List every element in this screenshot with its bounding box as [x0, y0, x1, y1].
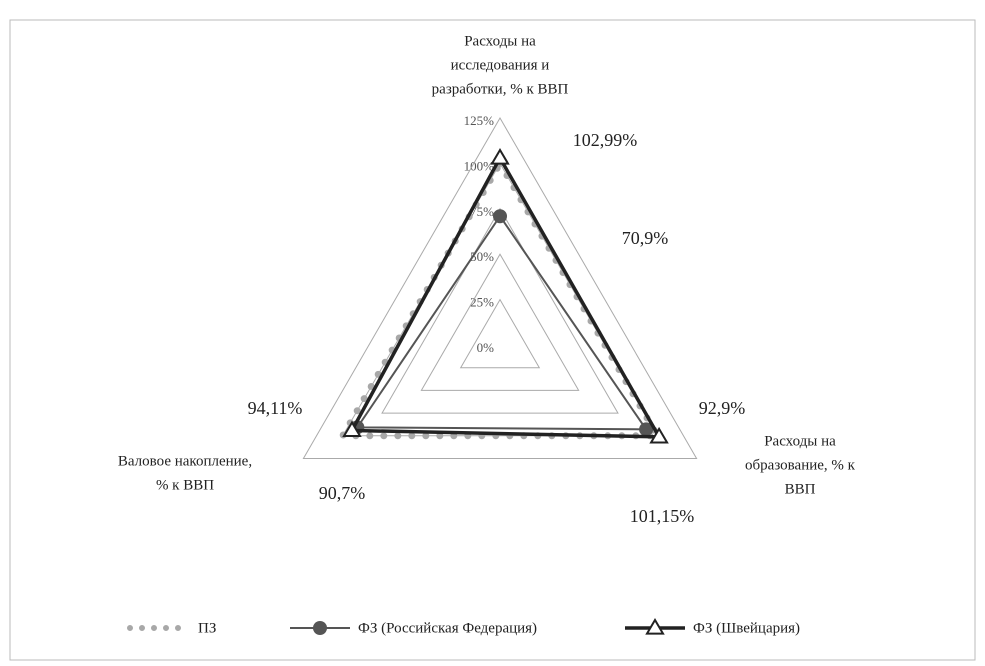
grid-line [420, 253, 580, 391]
r-tick-label: 0% [477, 340, 495, 355]
legend-marker [645, 618, 665, 635]
grid-line [381, 207, 619, 414]
legend-label: ФЗ (Швейцария) [693, 620, 800, 636]
data-point [342, 420, 362, 438]
axis-label: ВВП [785, 481, 816, 497]
data-label: 90,7% [319, 483, 366, 503]
axis-label: образование, % к [745, 457, 856, 473]
data-label: 101,15% [630, 506, 695, 526]
legend-marker [313, 621, 327, 635]
data-point [493, 209, 507, 224]
data-label: 70,9% [622, 228, 669, 248]
grid-line [459, 298, 541, 369]
r-tick-label: 100% [464, 158, 495, 173]
legend-item: ПЗ [127, 620, 216, 636]
data-point [490, 147, 510, 165]
series-line [349, 154, 663, 439]
data-label: 92,9% [699, 398, 746, 418]
axis-label: исследования и [451, 57, 550, 73]
r-tick-label: 125% [464, 113, 495, 128]
legend-item: ФЗ (Швейцария) [625, 618, 800, 636]
axis-label: Валовое накопление, [118, 453, 252, 469]
axis-label: Расходы на [764, 433, 836, 449]
axis-label: разработки, % к ВВП [432, 81, 569, 97]
data-point [649, 426, 669, 444]
data-label: 102,99% [573, 130, 638, 150]
r-tick-label: 25% [470, 295, 494, 310]
axis-label: Расходы на [464, 33, 536, 49]
data-label: 94,11% [248, 398, 303, 418]
series-line [355, 214, 649, 431]
legend-item: ФЗ (Российская Федерация) [290, 620, 537, 636]
grid-line [302, 117, 698, 459]
chart-frame [9, 19, 976, 661]
legend-label: ФЗ (Российская Федерация) [358, 620, 537, 636]
data-point [639, 422, 654, 437]
legend-label: ПЗ [198, 620, 216, 636]
axis-label: % к ВВП [156, 477, 214, 493]
